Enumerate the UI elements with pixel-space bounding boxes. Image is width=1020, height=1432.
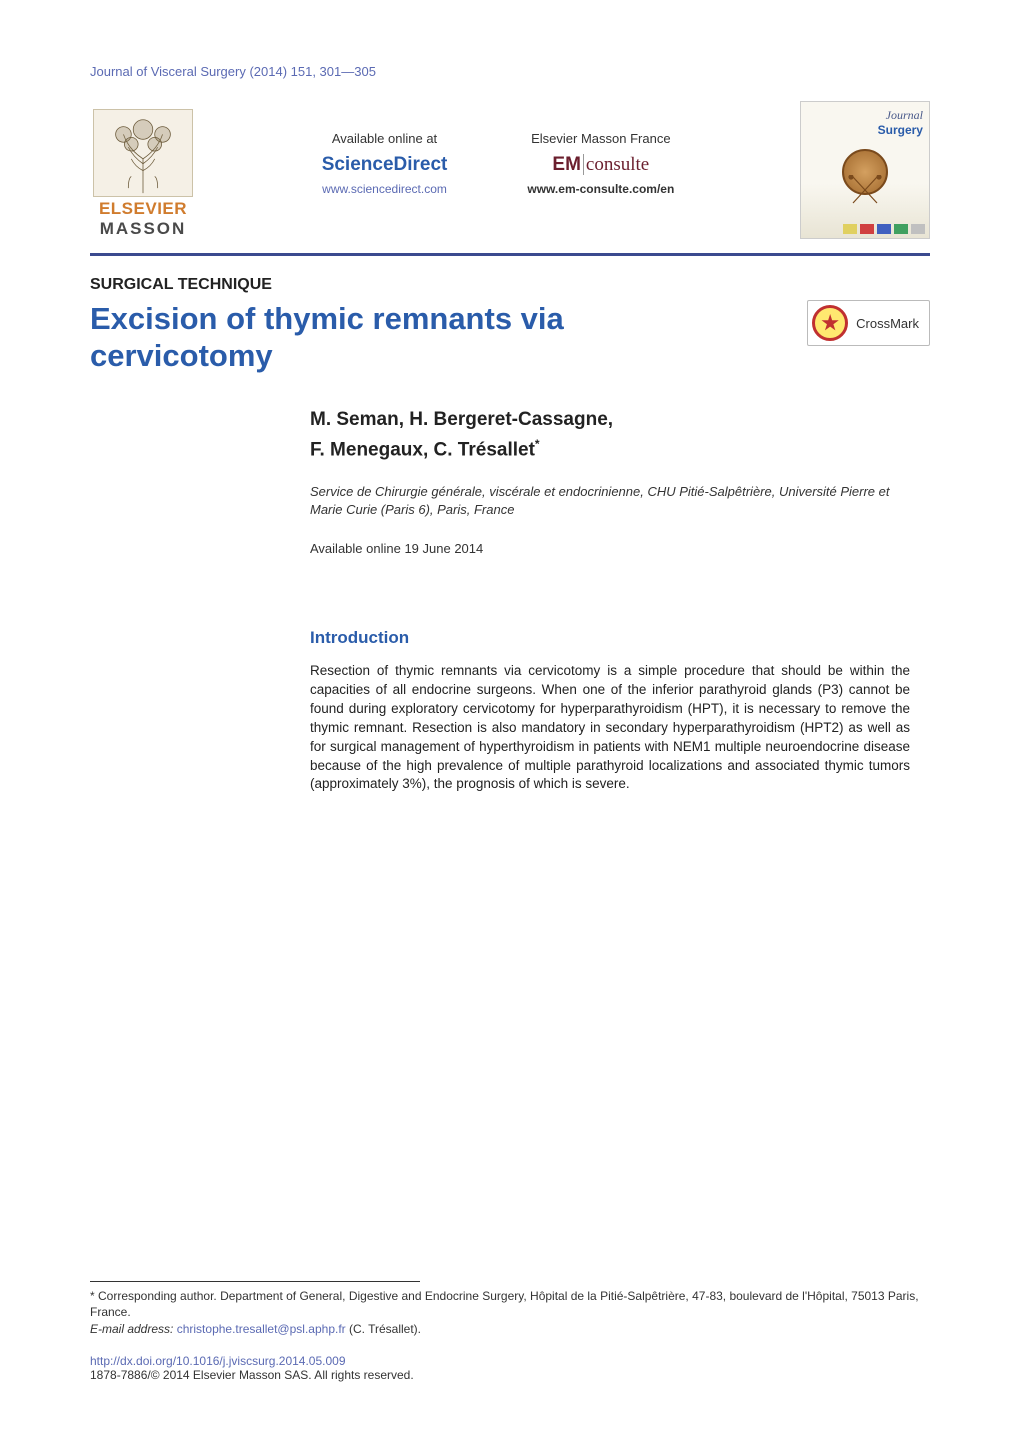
badge-tools-icon xyxy=(845,175,885,210)
email-link[interactable]: christophe.tresallet@psl.aphp.fr xyxy=(177,1322,346,1336)
emconsulte-block: Elsevier Masson France EMconsulte www.em… xyxy=(527,131,674,198)
footer: * Corresponding author. Department of Ge… xyxy=(90,1281,930,1382)
masson-label: MASSON xyxy=(100,219,187,239)
em-text: EM xyxy=(552,154,581,175)
crossmark-label: CrossMark xyxy=(856,316,919,331)
doi-link[interactable]: http://dx.doi.org/10.1016/j.jviscsurg.20… xyxy=(90,1354,346,1368)
emconsulte-link[interactable]: www.em-consulte.com/en xyxy=(527,182,674,196)
crossmark-badge[interactable]: CrossMark xyxy=(807,300,930,346)
emconsulte-logo: EMconsulte xyxy=(527,154,674,176)
corresponding-footnote: * Corresponding author. Department of Ge… xyxy=(90,1288,930,1338)
available-date: Available online 19 June 2014 xyxy=(310,541,910,556)
authors-line2: F. Menegaux, C. Trésallet xyxy=(310,439,535,460)
sciencedirect-block: Available online at ScienceDirect www.sc… xyxy=(322,131,448,198)
authors-block: M. Seman, H. Bergeret-Cassagne, F. Meneg… xyxy=(310,406,910,556)
introduction-heading: Introduction xyxy=(310,628,930,648)
available-at-label: Available online at xyxy=(322,131,448,146)
elsevier-tree-icon xyxy=(93,109,193,197)
introduction-body: Resection of thymic remnants via cervico… xyxy=(310,662,910,794)
journal-cover-badge: Journal Surgery xyxy=(800,101,930,239)
footnote-rule xyxy=(90,1281,420,1282)
sciencedirect-link[interactable]: www.sciencedirect.com xyxy=(322,182,447,196)
masson-france-label: Elsevier Masson France xyxy=(527,131,674,146)
consulte-text: consulte xyxy=(586,154,649,175)
authors-line1: M. Seman, H. Bergeret-Cassagne, xyxy=(310,409,613,430)
email-author: (C. Trésallet). xyxy=(349,1322,421,1336)
header-links: Available online at ScienceDirect www.sc… xyxy=(322,101,675,198)
elsevier-label: ELSEVIER xyxy=(99,199,187,219)
header: ELSEVIER MASSON Available online at Scie… xyxy=(90,101,930,239)
affiliation: Service de Chirurgie générale, viscérale… xyxy=(310,483,910,519)
doi-block: http://dx.doi.org/10.1016/j.jviscsurg.20… xyxy=(90,1354,930,1382)
journal-reference: Journal of Visceral Surgery (2014) 151, … xyxy=(90,64,930,79)
badge-surgery-word: Surgery xyxy=(878,123,923,137)
article-title: Excision of thymic remnants via cervicot… xyxy=(90,300,730,374)
badge-flags xyxy=(805,224,925,234)
badge-journal-word: Journal xyxy=(886,108,923,122)
corresponding-text: * Corresponding author. Department of Ge… xyxy=(90,1289,919,1320)
email-label: E-mail address: xyxy=(90,1322,173,1336)
corresponding-marker: * xyxy=(535,437,540,451)
crossmark-icon xyxy=(812,305,848,341)
authors: M. Seman, H. Bergeret-Cassagne, F. Meneg… xyxy=(310,406,910,464)
copyright: 1878-7886/© 2014 Elsevier Masson SAS. Al… xyxy=(90,1368,414,1382)
sciencedirect-logo: ScienceDirect xyxy=(322,154,448,176)
header-rule xyxy=(90,253,930,256)
elsevier-masson-logo: ELSEVIER MASSON xyxy=(90,101,196,239)
section-label: SURGICAL TECHNIQUE xyxy=(90,276,930,294)
